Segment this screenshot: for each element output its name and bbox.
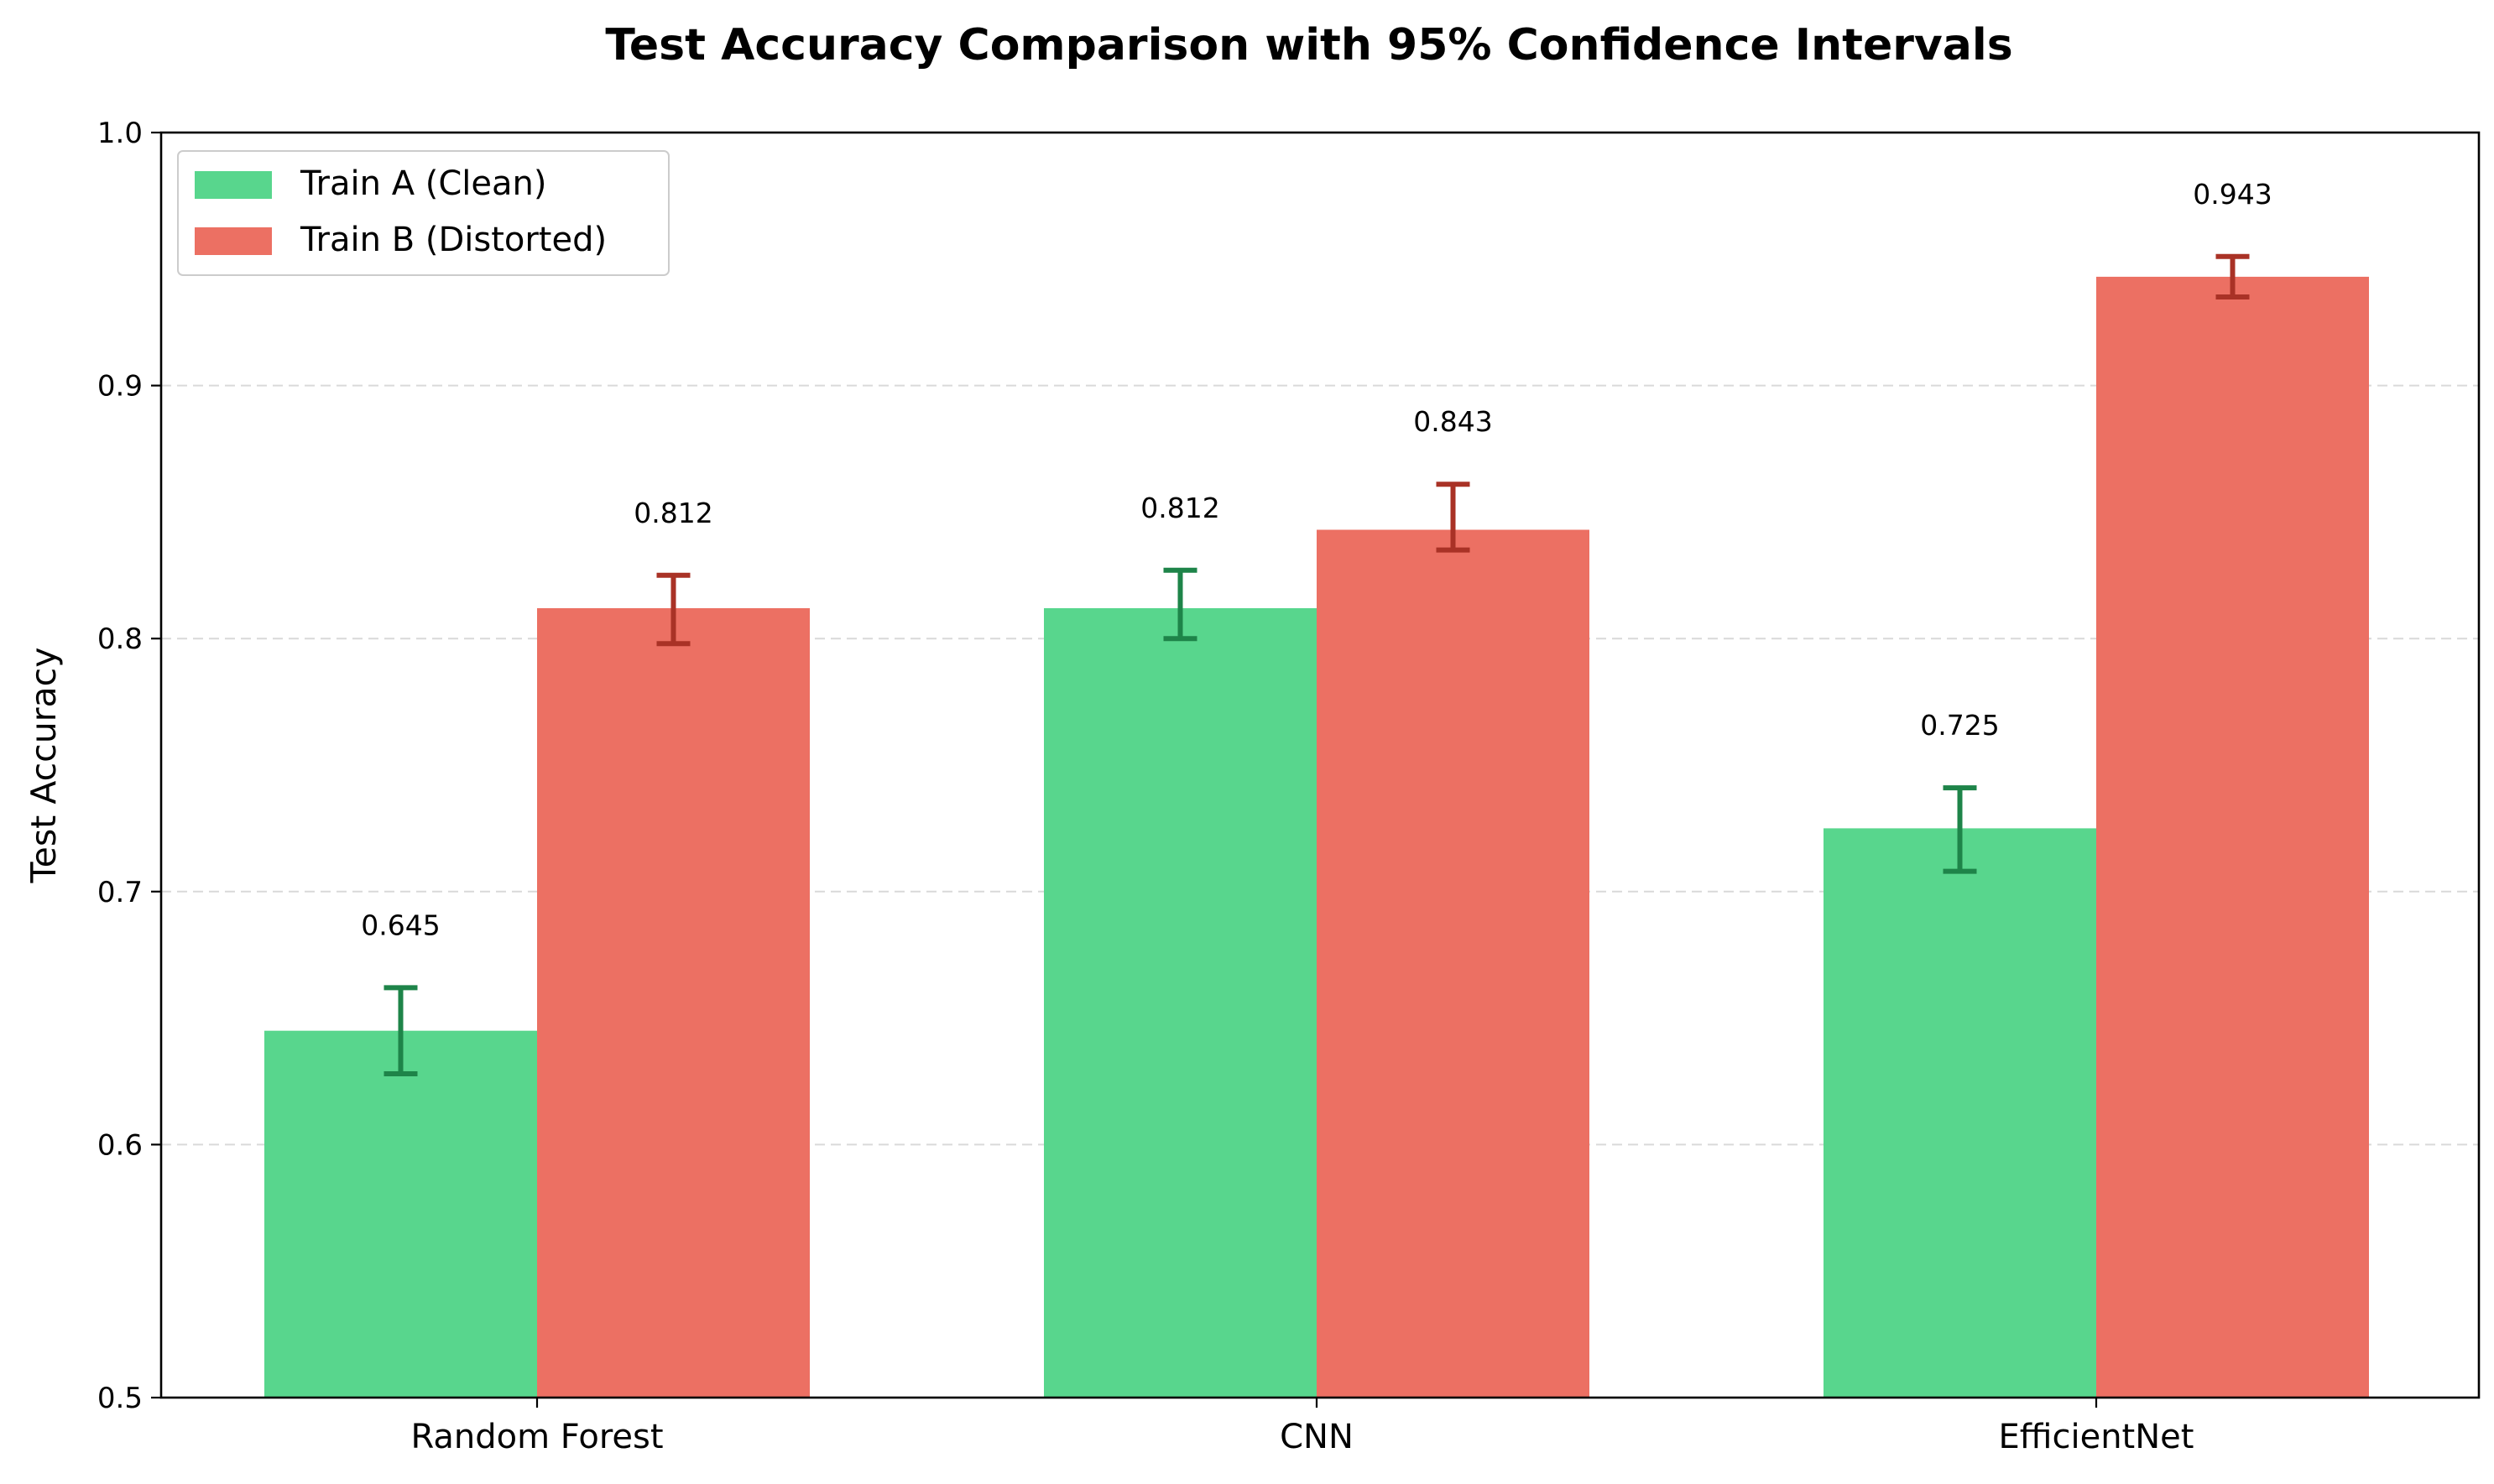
bar [1317,529,1589,1398]
legend-swatch-train-a [195,171,272,199]
x-axis: Random Forest CNN EfficientNet [410,1398,2194,1456]
legend-label-train-b: Train B (Distorted) [300,221,607,259]
bar [537,608,810,1398]
data-label: 0.725 [1920,709,1999,742]
y-tick-label: 0.7 [97,876,143,909]
legend-label-train-a: Train A (Clean) [300,164,547,203]
y-axis: 0.5 0.6 0.7 0.8 0.9 1.0 [97,117,161,1415]
value-labels: 0.645 0.812 0.725 0.812 0.843 0.943 [361,178,2272,942]
legend-swatch-train-b [195,227,272,255]
bars [264,276,2369,1398]
data-label: 0.943 [2193,178,2272,211]
y-tick-label: 0.8 [97,622,143,656]
chart-title: Test Accuracy Comparison with 95% Confid… [605,20,2012,70]
y-axis-label: Test Accuracy [23,648,64,884]
x-tick-label: EfficientNet [1999,1418,2194,1456]
plot-frame [159,131,2481,1399]
legend-frame [177,150,670,276]
legend: Train A (Clean) Train B (Distorted) [177,150,670,276]
x-tick-label: Random Forest [410,1418,663,1456]
x-tick-label: CNN [1280,1418,1354,1456]
bar [264,1030,537,1398]
error-bars [383,253,2250,1076]
data-label: 0.843 [1413,405,1492,438]
data-label: 0.645 [361,909,440,941]
bar [1824,828,2096,1398]
y-tick-label: 1.0 [97,117,143,150]
y-tick-label: 0.9 [97,370,143,404]
data-label: 0.812 [1140,492,1219,524]
bar [1044,608,1317,1398]
y-tick-label: 0.5 [97,1382,143,1415]
data-label: 0.812 [634,497,712,529]
bar [2096,276,2369,1398]
y-tick-label: 0.6 [97,1128,143,1162]
